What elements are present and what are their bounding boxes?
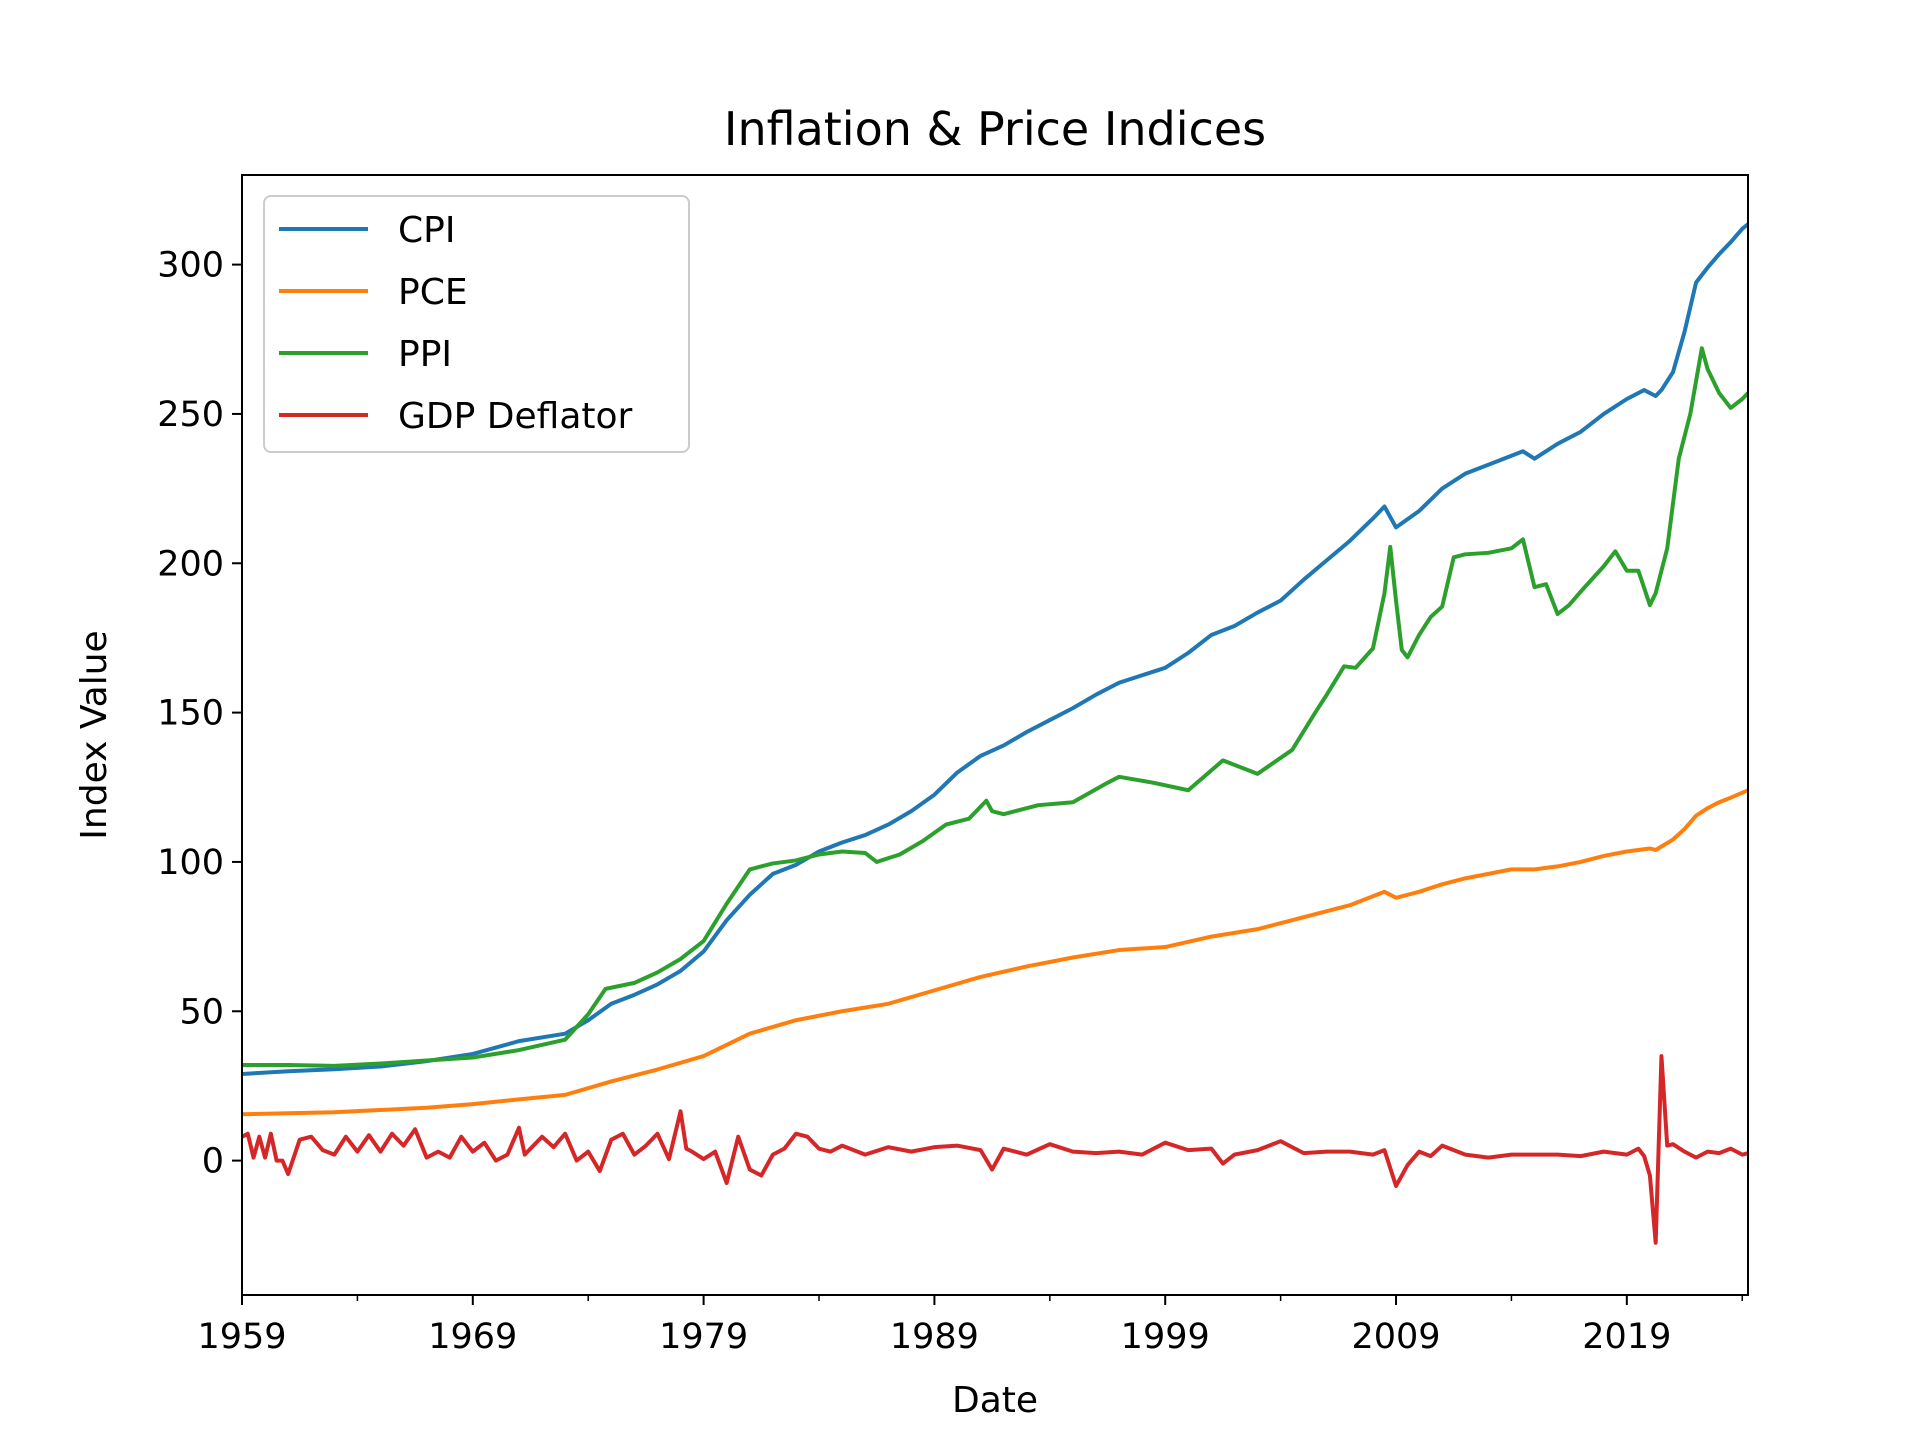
y-tick-label: 250 xyxy=(157,395,224,435)
legend-label-gdp-deflator: GDP Deflator xyxy=(398,396,633,437)
y-tick-label: 50 xyxy=(179,992,224,1032)
legend-box xyxy=(263,195,690,453)
legend-label-ppi: PPI xyxy=(398,334,452,375)
plot-area xyxy=(242,221,1748,1245)
series-line-pce xyxy=(242,788,1748,1117)
y-tick-label: 0 xyxy=(202,1142,224,1182)
x-tick-label: 2009 xyxy=(1351,1317,1440,1357)
x-axis-label: Date xyxy=(952,1380,1038,1421)
x-tick-label: 1959 xyxy=(197,1317,286,1357)
y-tick-label: 300 xyxy=(157,246,224,286)
legend-label-cpi: CPI xyxy=(398,210,455,251)
series-line-cpi xyxy=(242,221,1748,1076)
y-tick-label: 150 xyxy=(157,694,224,734)
y-axis-label: Index Value xyxy=(74,630,115,839)
y-tick-label: 200 xyxy=(157,544,224,584)
legend: CPI PCE PPI GDP Deflator xyxy=(263,195,690,453)
x-tick-label: 2019 xyxy=(1582,1317,1671,1357)
x-tick-label: 1969 xyxy=(428,1317,517,1357)
y-axis: 0 50 100 150 200 250 300 xyxy=(157,246,242,1182)
series-line-gdp-deflator xyxy=(242,1054,1748,1245)
legend-label-pce: PCE xyxy=(398,272,468,313)
y-tick-label: 100 xyxy=(157,843,224,883)
series-group xyxy=(242,221,1748,1245)
x-axis: 1959 1969 1979 1989 1999 2009 2019 xyxy=(197,1295,1743,1357)
x-tick-label: 1989 xyxy=(890,1317,979,1357)
x-tick-label: 1999 xyxy=(1121,1317,1210,1357)
x-tick-label: 1979 xyxy=(659,1317,748,1357)
plot-frame xyxy=(241,174,1749,1296)
chart-title: Inflation & Price Indices xyxy=(724,102,1266,156)
series-line-ppi xyxy=(242,346,1748,1068)
